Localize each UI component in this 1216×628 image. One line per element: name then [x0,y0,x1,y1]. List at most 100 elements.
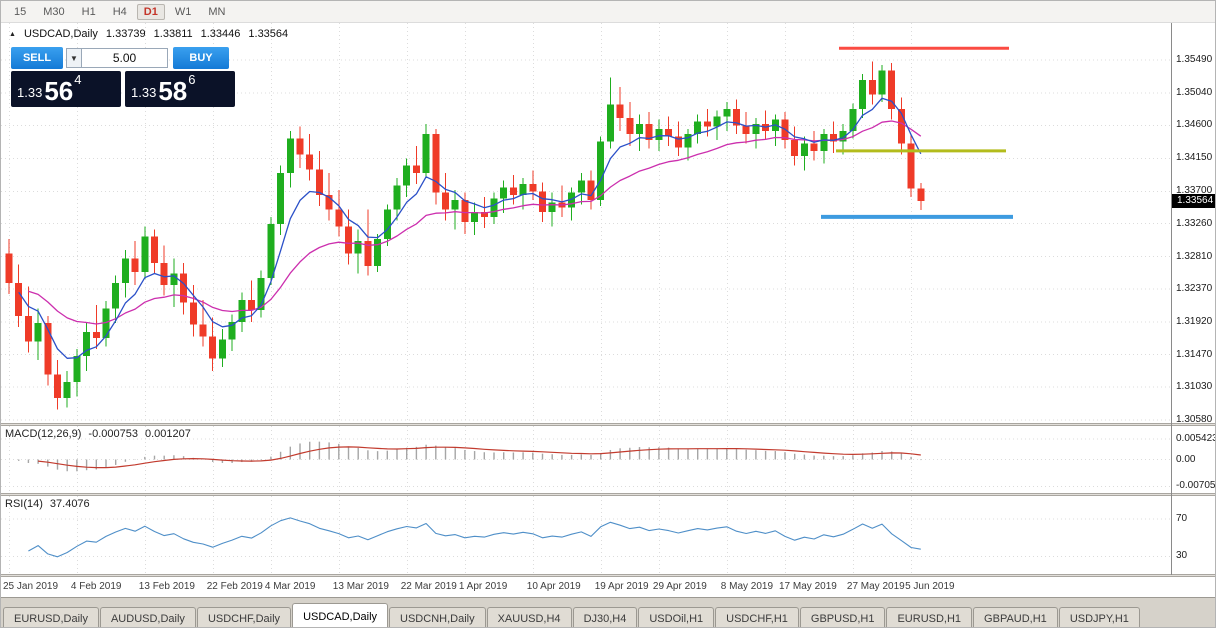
chart-tab-xauusd-h4[interactable]: XAUUSD,H4 [486,607,572,627]
candle-body [665,128,673,137]
timeframe-button-m30[interactable]: M30 [43,5,65,18]
ohlc-open: 1.33739 [105,28,146,40]
candle-body [606,104,614,142]
price-chart-canvas[interactable] [1,23,1171,423]
candle-body [199,324,207,337]
candle-body [849,109,857,132]
price-axis-label: 1.31030 [1176,381,1213,392]
chart-title-bar: ▲ USDCAD,Daily 1.33739 1.33811 1.33446 1… [9,28,288,40]
candle-body [5,253,13,283]
volume-dropdown-icon[interactable]: ▼ [66,48,82,68]
candle-body [141,236,149,272]
candle-body [364,241,372,267]
date-axis[interactable]: 25 Jan 2019 4 Feb 2019 13 Feb 2019 22 Feb 2… [1,577,1215,597]
candle-body [471,211,479,223]
macd-rsi-splitter[interactable] [1,493,1215,496]
bid-price-display[interactable]: 1.33 56 4 [11,71,121,107]
date-axis-label: 4 Mar 2019 [264,581,316,592]
timeframe-button-h1[interactable]: H1 [81,5,96,18]
macd-main-value: -0.000753 [88,428,138,440]
chart-tab-audusd-daily[interactable]: AUDUSD,Daily [99,607,196,627]
date-axis-label: 17 May 2019 [779,581,837,592]
candle-body [810,143,818,151]
date-axis-label: 22 Mar 2019 [400,581,457,592]
candle-body [616,104,624,118]
candle-body [451,200,459,210]
date-axis-label: 13 Feb 2019 [138,581,195,592]
rsi-label: RSI(14) 37.4076 [5,498,90,510]
ask-big-digits: 58 [158,76,188,106]
candle-body [742,125,750,135]
candle-body [277,172,285,225]
macd-signal-line [38,446,921,469]
chart-tab-usdoil-h1[interactable]: USDOil,H1 [638,607,715,627]
candle-body [636,123,643,135]
chart-tab-gbpaud-h1[interactable]: GBPAUD,H1 [973,607,1058,627]
candle-body [442,192,449,210]
chart-tab-usdchf-daily[interactable]: USDCHF,Daily [196,607,292,627]
macd-indicator-name: MACD(12,26,9) [5,428,82,440]
chart-macd-splitter[interactable] [1,423,1215,426]
price-axis-label: 1.31920 [1176,315,1213,327]
timeframe-button-mn[interactable]: MN [208,5,226,18]
candle-body [568,192,576,208]
candle-body [315,169,323,195]
sell-button[interactable]: SELL [11,47,63,69]
candle-body [228,321,236,340]
candle-body [878,70,886,95]
chart-tab-dj30-h4[interactable]: DJ30,H4 [572,607,638,627]
candle-body [587,180,595,201]
candle-body [354,241,362,254]
bid-pip-digit: 4 [74,72,82,87]
ask-price-display[interactable]: 1.33 58 6 [125,71,235,107]
buy-button[interactable]: BUY [173,47,229,69]
candle-body [15,282,23,316]
candle-body [868,79,876,95]
ohlc-close: 1.33564 [248,28,289,40]
chart-tab-usdjpy-h1[interactable]: USDJPY,H1 [1058,607,1140,627]
chart-tab-eurusd-daily[interactable]: EURUSD,Daily [3,607,99,627]
chart-tab-usdcnh-daily[interactable]: USDCNH,Daily [389,607,486,627]
timeframe-toolbar: 15 M30 H1 H4 D1 W1 MN [1,1,1215,23]
date-axis-label: 1 Apr 2019 [458,581,508,592]
candle-body [412,165,420,173]
chart-tab-usdcad-daily[interactable]: USDCAD,Daily [292,603,389,627]
chart-tab-usdchf-h1[interactable]: USDCHF,H1 [715,607,799,627]
candle-body [257,277,265,311]
price-axis-border [1171,23,1172,575]
candle-body [820,134,828,151]
chart-tab-eurusd-h1[interactable]: EURUSD,H1 [886,607,973,627]
ask-pip-digit: 6 [188,72,196,87]
date-axis-label: 25 Jan 2019 [3,581,59,592]
date-axis-label: 22 Feb 2019 [206,581,263,592]
rsi-axis-label: 30 [1176,550,1188,562]
candle-body [209,336,217,359]
candle-body [597,141,605,201]
candle-body [286,138,294,173]
candle-body [422,134,430,173]
candle-body [54,374,61,398]
candle-body [248,299,255,311]
timeframe-button-15[interactable]: 15 [14,5,27,18]
timeframe-button-h4[interactable]: H4 [112,5,127,18]
candle-body [325,194,333,210]
timeframe-button-d1[interactable]: D1 [136,3,165,20]
volume-input[interactable]: 5.00 [82,48,168,68]
candle-body [907,143,915,189]
rsi-indicator-canvas[interactable] [1,496,1171,575]
price-axis-label: 1.35040 [1176,87,1213,98]
date-axis-label: 10 Apr 2019 [526,581,581,592]
candle-body [306,154,314,170]
timeframe-button-w1[interactable]: W1 [174,5,192,18]
candle-body [393,185,401,210]
one-click-trading-widget: SELL ▼ 5.00 BUY 1.33 56 4 1.33 58 6 [11,47,237,107]
chart-tab-gbpusd-h1[interactable]: GBPUSD,H1 [799,607,886,627]
candle-body [189,302,197,325]
rsi-axis-label: 70 [1176,513,1188,525]
macd-indicator-canvas[interactable] [1,426,1171,493]
collapse-icon[interactable]: ▲ [9,30,16,38]
candle-body [897,109,905,144]
candle-body [335,209,343,227]
date-axis-label: 8 May 2019 [720,581,774,592]
